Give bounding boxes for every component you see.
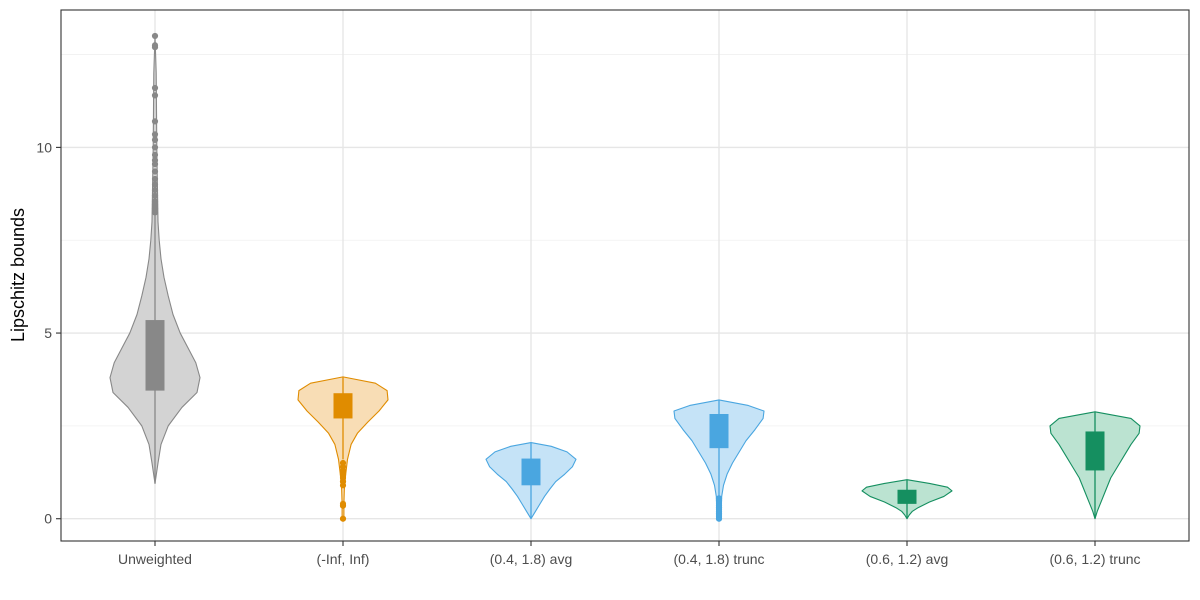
- outlier-point: [151, 175, 159, 183]
- outlier-point: [339, 500, 347, 507]
- outlier-point: [151, 131, 159, 138]
- outlier-point: [715, 495, 723, 502]
- violin-group: [1049, 411, 1141, 520]
- x-tick-label: (0.4, 1.8) trunc: [673, 551, 764, 567]
- x-tick-label: Unweighted: [118, 551, 192, 567]
- outlier-point: [151, 186, 159, 194]
- outlier-point: [151, 168, 159, 175]
- violin-box: [521, 458, 541, 486]
- x-tick-label: (0.6, 1.2) avg: [866, 551, 949, 567]
- y-tick-label: 0: [44, 511, 52, 527]
- violin-series: [109, 32, 1141, 522]
- outlier-point: [151, 181, 159, 188]
- y-axis-title: Lipschitz bounds: [8, 208, 28, 342]
- x-tick-label: (0.4, 1.8) avg: [490, 551, 573, 567]
- x-tick-label: (-Inf, Inf): [317, 551, 370, 567]
- outlier-point: [151, 192, 159, 199]
- violin-box: [709, 414, 729, 449]
- outlier-point: [339, 459, 347, 467]
- outlier-point: [151, 198, 159, 205]
- axes: 0 5 10 Unweighted (-Inf, Inf) (0.4, 1.8) avg (…: [36, 139, 1140, 567]
- outlier-point: [339, 515, 347, 522]
- violin-group: [297, 376, 389, 522]
- violin-group: [485, 442, 577, 520]
- x-tick-label: (0.6, 1.2) trunc: [1049, 551, 1140, 567]
- panel-border: [60, 9, 1190, 542]
- outlier-point: [151, 84, 159, 92]
- outlier-point: [151, 144, 159, 151]
- outlier-point: [151, 157, 159, 164]
- violin-box: [1085, 431, 1105, 471]
- panel-background: [61, 10, 1189, 541]
- violin-box: [145, 320, 165, 391]
- y-tick-label: 5: [44, 325, 52, 341]
- outlier-point: [151, 136, 159, 144]
- violin-group: [673, 399, 765, 522]
- outlier-point: [151, 32, 159, 40]
- outlier-point: [151, 118, 159, 125]
- outlier-point: [151, 42, 159, 49]
- violin-group: [109, 32, 201, 484]
- outlier-point: [151, 92, 159, 99]
- y-tick-label: 10: [36, 139, 52, 155]
- outlier-point: [151, 151, 159, 158]
- violin-group: [861, 479, 953, 520]
